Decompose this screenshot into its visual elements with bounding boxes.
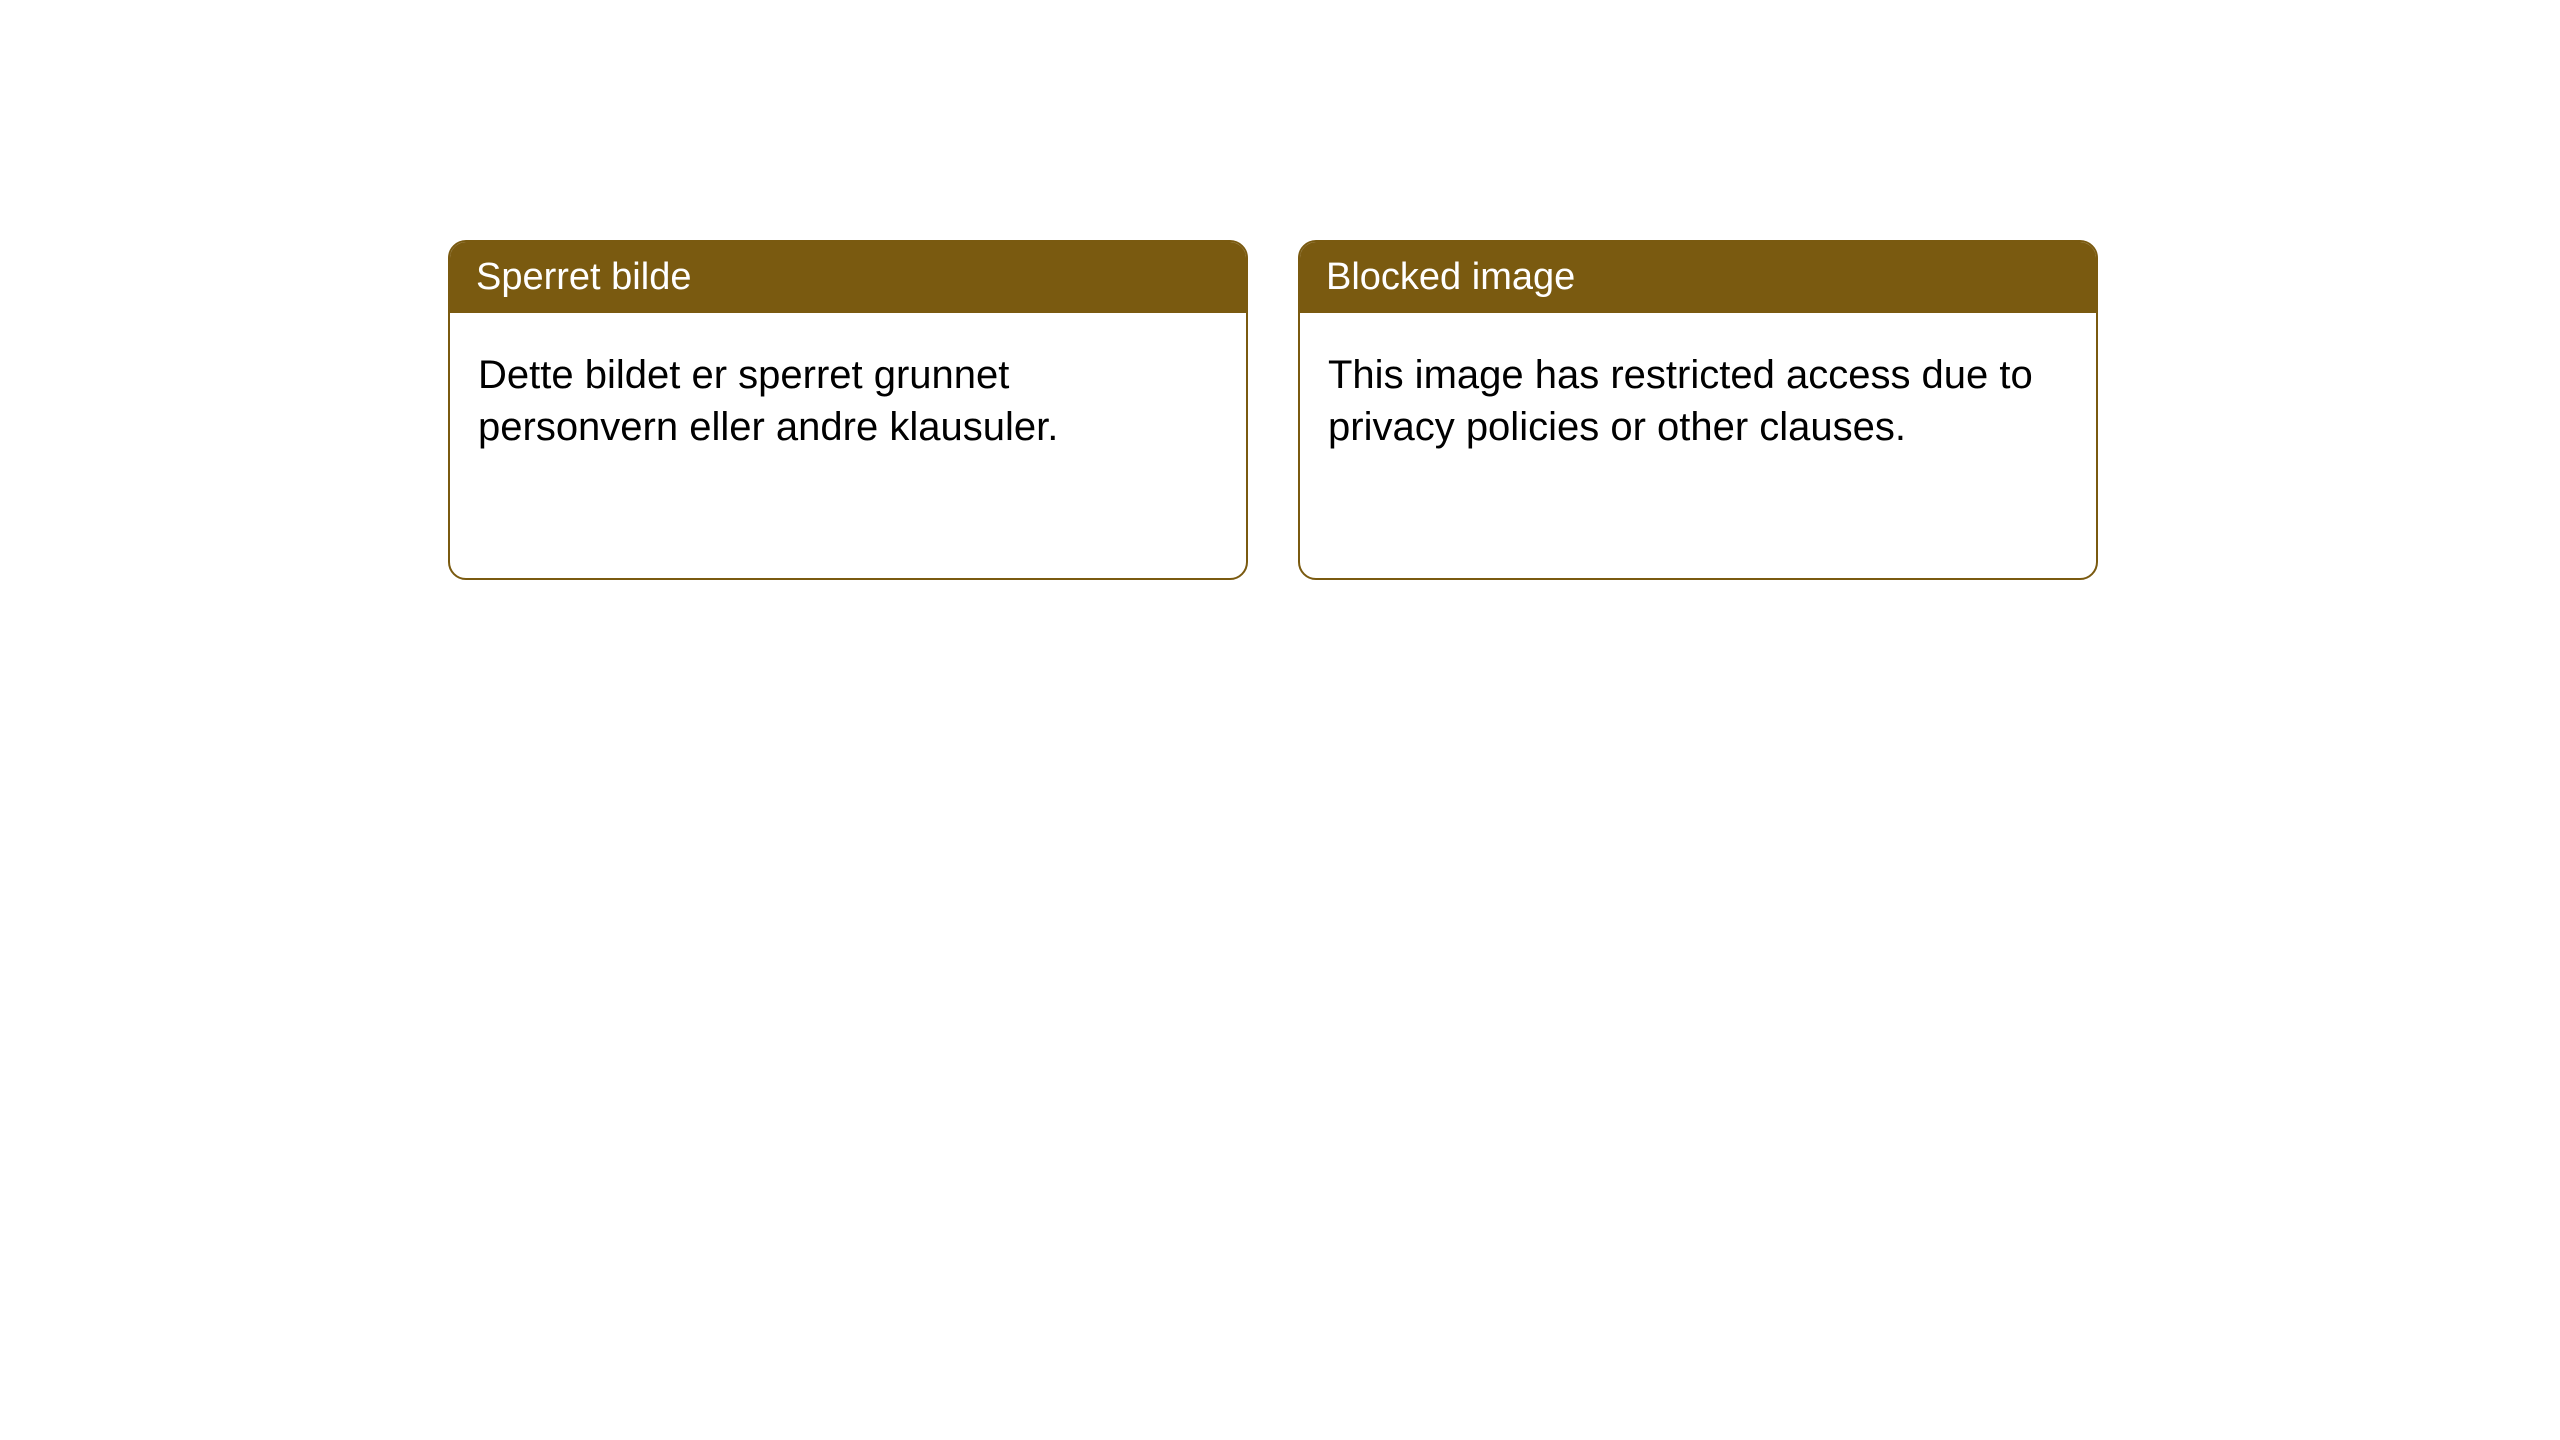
- card-header: Blocked image: [1300, 242, 2096, 313]
- blocked-image-card-en: Blocked image This image has restricted …: [1298, 240, 2098, 580]
- card-body-text: This image has restricted access due to …: [1328, 353, 2033, 449]
- card-title: Sperret bilde: [476, 256, 691, 298]
- card-header: Sperret bilde: [450, 242, 1246, 313]
- card-body: Dette bildet er sperret grunnet personve…: [450, 313, 1246, 489]
- card-body-text: Dette bildet er sperret grunnet personve…: [478, 353, 1058, 449]
- card-container: Sperret bilde Dette bildet er sperret gr…: [448, 240, 2098, 580]
- card-body: This image has restricted access due to …: [1300, 313, 2096, 489]
- blocked-image-card-no: Sperret bilde Dette bildet er sperret gr…: [448, 240, 1248, 580]
- card-title: Blocked image: [1326, 256, 1575, 298]
